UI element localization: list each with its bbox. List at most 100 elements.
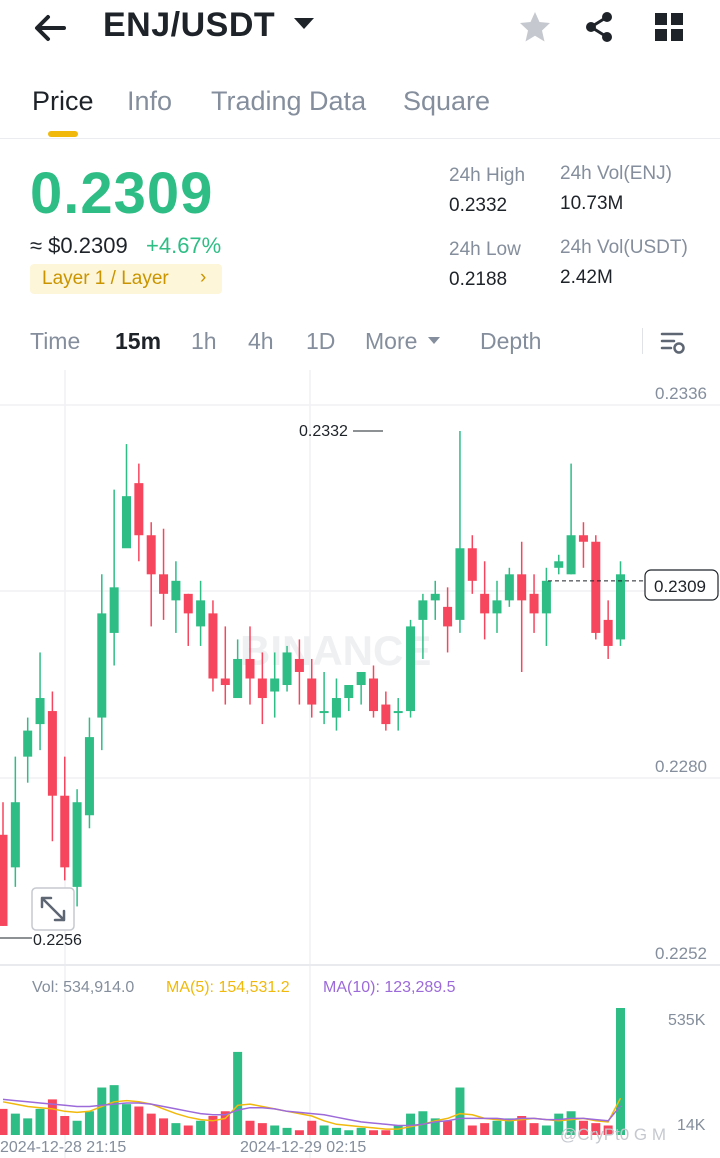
candle-body: [369, 678, 378, 712]
volume-bar: [504, 1118, 514, 1135]
price-chart[interactable]: BINANCE 0.2336 0.2280 0.2252 0.2309 0.23…: [0, 370, 720, 1158]
price-axis-label: 0.2336: [655, 384, 707, 403]
volume-bar: [406, 1113, 416, 1135]
tf-1h[interactable]: 1h: [191, 328, 217, 354]
high-marker-label: 0.2332: [299, 423, 348, 440]
candle-body: [109, 587, 119, 633]
vol-label: Vol: 534,914.0: [32, 979, 134, 996]
candle-body: [159, 574, 169, 594]
volume-bar: [381, 1130, 391, 1135]
candle-body: [294, 658, 304, 672]
candle-body: [134, 483, 144, 536]
caret-down-icon[interactable]: [294, 18, 314, 29]
high-value: 0.2332: [449, 195, 508, 216]
vol-base-value: 10.73M: [560, 193, 624, 214]
volume-bar: [196, 1120, 206, 1135]
high-marker: 0.2332: [299, 423, 383, 440]
caret-down-icon: [428, 337, 440, 344]
tf-more[interactable]: More: [365, 328, 418, 354]
share-icon[interactable]: [582, 10, 616, 44]
chart-grid: [0, 370, 720, 1158]
candle-body: [245, 658, 255, 679]
volume-bar: [578, 1120, 588, 1135]
candle-body: [591, 541, 601, 633]
last-price-marker: 0.2309: [548, 569, 719, 601]
tab-info[interactable]: Info: [127, 86, 173, 116]
tf-1d[interactable]: 1D: [306, 328, 336, 354]
vol-axis-bottom: 14K: [677, 1117, 706, 1134]
volume-bar: [97, 1087, 107, 1135]
candle-body: [430, 593, 440, 601]
candle-body: [418, 600, 428, 620]
candle-body: [393, 711, 403, 714]
grid-icon[interactable]: [654, 12, 684, 42]
candle-body: [60, 795, 70, 868]
expand-button[interactable]: [31, 887, 75, 931]
volume-bar: [603, 1125, 613, 1135]
candle-body: [72, 802, 82, 887]
price-change: +4.67%: [146, 233, 222, 258]
candle-body: [97, 613, 107, 718]
active-tab-indicator: [48, 131, 78, 137]
vol-axis-top: 535K: [668, 1012, 706, 1029]
tab-price[interactable]: Price: [32, 86, 94, 116]
tab-square[interactable]: Square: [403, 86, 491, 116]
volume-bar: [109, 1085, 119, 1135]
volume-bar: [356, 1127, 366, 1135]
time-axis-label: 2024-12-29 02:15: [240, 1139, 366, 1156]
tf-depth[interactable]: Depth: [480, 328, 542, 354]
candle-body: [270, 678, 280, 692]
ma10-label: MA(10): 123,289.5: [323, 979, 456, 996]
volume-bar: [245, 1120, 255, 1135]
time-axis-label: 2024-12-28 21:15: [0, 1139, 126, 1156]
pair-title[interactable]: ENJ/USDT: [103, 6, 276, 44]
candle-body: [233, 658, 243, 699]
candle-body: [504, 574, 514, 601]
volume-bar: [282, 1127, 292, 1135]
volume-bar: [171, 1123, 181, 1135]
volume-bar: [183, 1125, 193, 1135]
candles-group: [0, 431, 625, 926]
candle-body: [603, 619, 613, 646]
candle-body: [319, 711, 329, 714]
candle-body: [257, 678, 267, 699]
candle-body: [23, 730, 33, 757]
candle-body: [406, 626, 416, 712]
vol-quote-label: 24h Vol(USDT): [560, 237, 688, 258]
tf-4h[interactable]: 4h: [248, 328, 274, 354]
volume-bar: [208, 1116, 218, 1135]
volume-bar: [430, 1118, 440, 1135]
volume-bar: [541, 1125, 551, 1135]
vol-base-label: 24h Vol(ENJ): [560, 163, 672, 184]
tf-time[interactable]: Time: [30, 328, 81, 354]
chart-settings-icon[interactable]: [660, 330, 686, 356]
volume-bar: [233, 1051, 243, 1135]
volume-bar: [134, 1106, 144, 1135]
vol-quote-value: 2.42M: [560, 267, 613, 288]
volume-bar: [220, 1111, 230, 1135]
candle-body: [47, 711, 57, 796]
fiat-price: ≈ $0.2309: [30, 233, 128, 258]
tab-trading-data[interactable]: Trading Data: [211, 86, 367, 116]
volume-bar: [616, 1008, 625, 1135]
volume-bar: [257, 1123, 267, 1135]
candle-body: [183, 593, 193, 614]
low-marker-label: 0.2256: [33, 932, 82, 949]
price-axis-label: 0.2280: [655, 757, 707, 776]
price-axis: 0.2336 0.2280 0.2252: [655, 384, 707, 963]
candle-body: [566, 535, 576, 575]
high-label: 24h High: [449, 165, 526, 186]
volume-bar: [159, 1118, 169, 1135]
candle-body: [196, 600, 206, 627]
volume-bar: [480, 1123, 490, 1135]
price-axis-label: 0.2252: [655, 944, 707, 963]
candle-body: [541, 580, 551, 614]
volume-bar: [393, 1125, 403, 1135]
category-tag[interactable]: Layer 1 / Layer ›: [30, 264, 222, 294]
volume-bar: [0, 1108, 8, 1135]
volume-bar: [566, 1111, 576, 1135]
tf-15m[interactable]: 15m: [115, 328, 162, 354]
arrow-left-icon[interactable]: [30, 10, 70, 46]
candle-body: [282, 652, 292, 686]
star-icon[interactable]: [518, 10, 552, 44]
